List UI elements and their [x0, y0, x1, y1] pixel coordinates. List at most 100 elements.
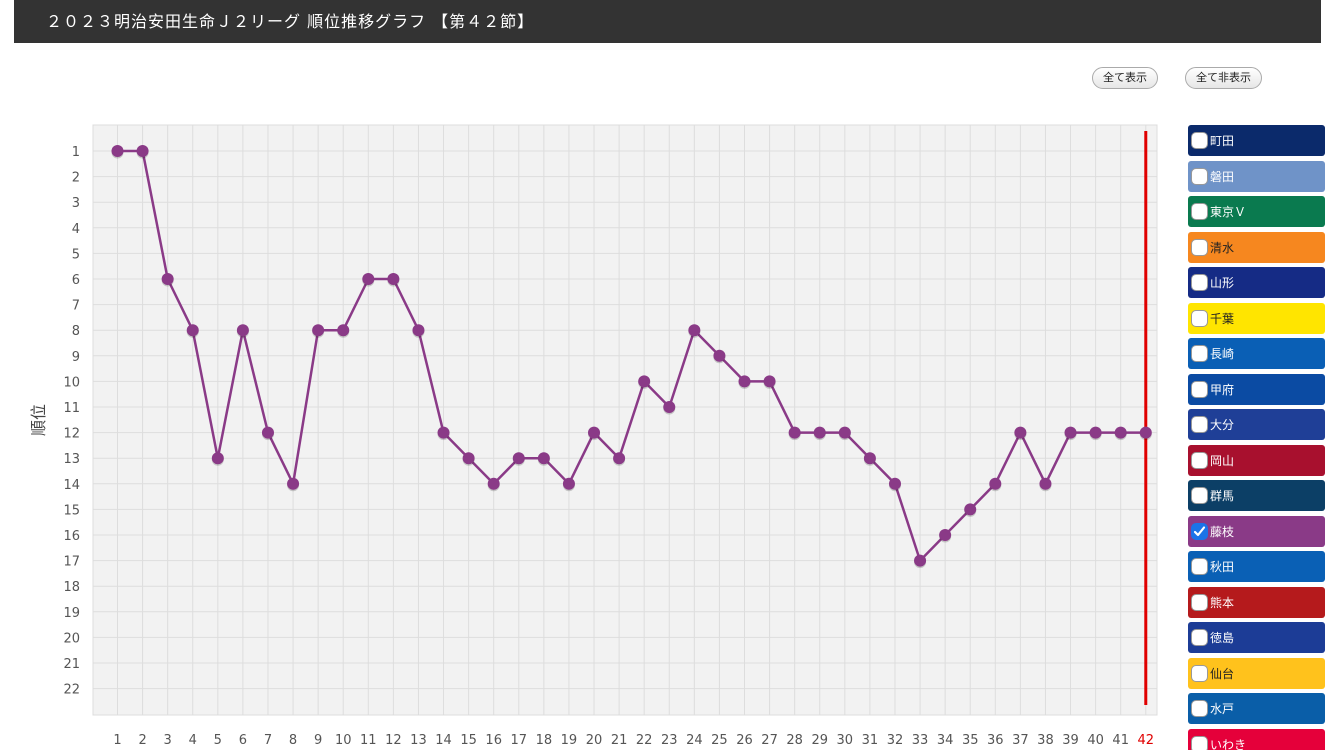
y-tick-label: 14 — [63, 478, 80, 493]
y-tick-label: 22 — [63, 683, 80, 698]
legend-item-team[interactable]: 長崎 — [1188, 338, 1325, 369]
data-point — [738, 375, 751, 388]
y-axis-label: 順位 — [29, 404, 48, 436]
x-tick-label: 7 — [264, 733, 272, 748]
y-tick-label: 3 — [72, 196, 80, 211]
y-tick-label: 20 — [63, 631, 80, 646]
data-point — [663, 401, 676, 413]
legend-item-team[interactable]: 徳島 — [1188, 622, 1325, 653]
data-point — [838, 426, 851, 439]
team-checkbox[interactable] — [1191, 487, 1208, 504]
legend-team-label: 水戸 — [1210, 702, 1235, 716]
team-checkbox[interactable] — [1191, 274, 1208, 291]
data-point — [1114, 426, 1127, 439]
data-point — [337, 324, 350, 337]
legend-item-team[interactable]: 藤枝 — [1188, 515, 1325, 547]
legend-item-team[interactable]: 千葉 — [1188, 302, 1325, 334]
legend-team-label: 群馬 — [1210, 489, 1235, 503]
team-checkbox[interactable] — [1191, 700, 1208, 717]
data-point — [688, 324, 701, 337]
grid-lines — [93, 125, 1157, 715]
data-point — [613, 452, 626, 465]
y-tick-label: 16 — [63, 529, 80, 544]
x-tick-label: 33 — [912, 733, 929, 748]
team-checkbox[interactable] — [1191, 238, 1208, 256]
legend-team-label: 磐田 — [1210, 169, 1235, 184]
data-point — [362, 273, 375, 285]
legend-team-label: 千葉 — [1210, 311, 1235, 326]
legend-team-label: 大分 — [1210, 418, 1235, 432]
legend-item-team[interactable]: 大分 — [1188, 409, 1325, 440]
y-tick-label: 7 — [72, 299, 80, 314]
team-checkbox[interactable] — [1191, 380, 1208, 398]
team-checkbox[interactable] — [1191, 132, 1208, 149]
legend-team-label: 東京Ｖ — [1210, 205, 1247, 219]
x-tick-label: 39 — [1062, 733, 1079, 748]
x-tick-label: 40 — [1087, 733, 1104, 748]
data-point — [713, 349, 726, 362]
x-tick-label: 20 — [586, 733, 603, 748]
x-tick-label: 6 — [239, 733, 247, 748]
hide-all-button[interactable]: 全て非表示 — [1185, 67, 1262, 89]
team-checkbox[interactable] — [1191, 167, 1208, 185]
x-tick-label: 2 — [138, 733, 146, 748]
x-tick-label: 5 — [214, 733, 222, 748]
legend-item-team[interactable]: 仙台 — [1188, 657, 1325, 689]
data-point — [537, 452, 550, 465]
data-point — [211, 452, 224, 465]
team-checkbox[interactable] — [1191, 522, 1208, 540]
legend-item-team[interactable]: 秋田 — [1188, 551, 1325, 582]
y-tick-label: 1 — [72, 145, 80, 160]
header-bar: ２０２３明治安田生命Ｊ２リーグ 順位推移グラフ 【第４２節】 — [14, 0, 1321, 43]
x-tick-label: 16 — [485, 733, 502, 748]
x-tick-label: 26 — [736, 733, 753, 748]
data-point — [1139, 426, 1152, 439]
y-tick-label: 4 — [72, 222, 80, 237]
team-checkbox[interactable] — [1191, 593, 1208, 611]
team-checkbox[interactable] — [1191, 309, 1208, 327]
x-tick-label: 27 — [761, 733, 778, 748]
legend-item-team[interactable]: 清水 — [1188, 231, 1325, 263]
legend-item-team[interactable]: 東京Ｖ — [1188, 196, 1325, 227]
y-tick-label: 8 — [72, 324, 80, 339]
page-title: ２０２３明治安田生命Ｊ２リーグ 順位推移グラフ 【第４２節】 — [46, 12, 535, 31]
team-checkbox[interactable] — [1191, 416, 1208, 433]
team-checkbox[interactable] — [1191, 345, 1208, 362]
y-tick-label: 2 — [72, 171, 80, 186]
team-checkbox[interactable] — [1191, 629, 1208, 646]
team-checkbox[interactable] — [1191, 558, 1208, 575]
x-tick-label: 12 — [385, 733, 402, 748]
legend-item-team[interactable]: 岡山 — [1188, 444, 1325, 476]
data-point — [1064, 426, 1077, 439]
legend-item-team[interactable]: 山形 — [1188, 267, 1325, 298]
y-tick-label: 19 — [63, 606, 80, 621]
x-tick-label: 1 — [113, 733, 121, 748]
data-point — [964, 503, 977, 516]
x-tick-label: 21 — [611, 733, 628, 748]
data-point — [562, 477, 575, 490]
team-checkbox[interactable] — [1191, 664, 1208, 682]
legend-item-team[interactable]: 熊本 — [1188, 586, 1325, 618]
team-checkbox[interactable] — [1191, 203, 1208, 220]
y-tick-label: 9 — [72, 350, 80, 365]
legend-item-team[interactable]: 甲府 — [1188, 373, 1325, 405]
legend-item-team[interactable]: 水戸 — [1188, 693, 1325, 724]
legend-item-team[interactable]: 磐田 — [1188, 160, 1325, 192]
x-tick-label: 23 — [661, 733, 678, 748]
team-checkbox[interactable] — [1191, 451, 1208, 469]
legend-item-team[interactable]: 町田 — [1188, 125, 1325, 156]
data-point — [161, 273, 174, 285]
data-point — [136, 145, 149, 157]
data-point — [512, 452, 525, 465]
data-point — [412, 324, 425, 337]
show-all-button[interactable]: 全て表示 — [1092, 67, 1158, 89]
team-checkbox[interactable] — [1191, 735, 1208, 750]
data-point — [863, 452, 876, 465]
legend-item-team[interactable]: 群馬 — [1188, 480, 1325, 511]
x-tick-label: 25 — [711, 733, 728, 748]
data-point — [763, 375, 776, 388]
y-tick-label: 10 — [63, 375, 80, 390]
x-tick-label: 10 — [335, 733, 352, 748]
y-tick-label: 15 — [63, 503, 80, 518]
legend-item-team[interactable]: いわき — [1188, 728, 1325, 750]
